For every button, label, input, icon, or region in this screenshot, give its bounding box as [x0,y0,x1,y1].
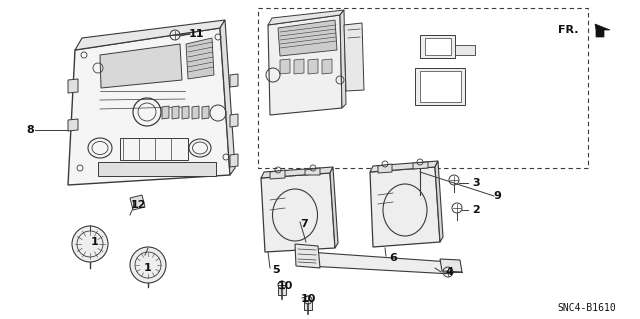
Text: 6: 6 [389,253,397,263]
Polygon shape [340,10,346,108]
Polygon shape [220,20,235,175]
Polygon shape [305,168,320,175]
Polygon shape [455,45,475,55]
Polygon shape [230,74,238,87]
Bar [120,138,188,160]
Polygon shape [304,300,312,310]
Text: 7: 7 [300,219,308,229]
Polygon shape [415,68,465,105]
Polygon shape [440,259,462,272]
Polygon shape [322,59,332,74]
Polygon shape [68,28,230,185]
Polygon shape [202,106,209,119]
Polygon shape [420,71,461,102]
Text: 9: 9 [493,191,501,201]
Text: 2: 2 [472,205,480,215]
Polygon shape [308,252,452,274]
Polygon shape [186,38,214,79]
Polygon shape [75,20,225,50]
Polygon shape [162,106,169,119]
Polygon shape [68,119,78,131]
Text: SNC4-B1610: SNC4-B1610 [557,303,616,313]
Text: 10: 10 [300,294,316,304]
Polygon shape [192,106,199,119]
Text: 10: 10 [277,281,292,291]
Polygon shape [344,23,364,91]
Text: 4: 4 [445,267,453,277]
Text: 1: 1 [144,263,152,273]
Polygon shape [268,15,342,115]
Polygon shape [425,38,451,55]
Text: 11: 11 [188,29,204,39]
Bar [258,8,588,168]
Polygon shape [595,24,610,37]
Text: 12: 12 [131,200,146,210]
Polygon shape [270,170,285,179]
Circle shape [72,226,108,262]
Polygon shape [278,20,337,56]
Text: FR.: FR. [557,25,579,35]
Polygon shape [261,173,335,252]
Polygon shape [370,167,440,247]
Polygon shape [268,10,344,25]
Polygon shape [294,59,304,74]
Polygon shape [330,167,338,248]
Text: 3: 3 [472,178,480,188]
Polygon shape [378,164,392,173]
Polygon shape [295,244,320,268]
Polygon shape [370,161,438,172]
Polygon shape [278,285,286,295]
Polygon shape [230,114,238,127]
Polygon shape [435,161,443,242]
Polygon shape [280,59,290,74]
Polygon shape [261,167,333,178]
Polygon shape [100,44,182,88]
Text: 1: 1 [91,237,99,247]
Circle shape [130,247,166,283]
Polygon shape [308,59,318,74]
Polygon shape [420,35,455,58]
Polygon shape [172,106,179,119]
Bar [98,162,216,176]
Polygon shape [182,106,189,119]
Polygon shape [230,154,238,167]
Text: 8: 8 [26,125,34,135]
Polygon shape [130,195,145,210]
Polygon shape [68,79,78,93]
Text: 5: 5 [272,265,280,275]
Polygon shape [413,162,428,169]
